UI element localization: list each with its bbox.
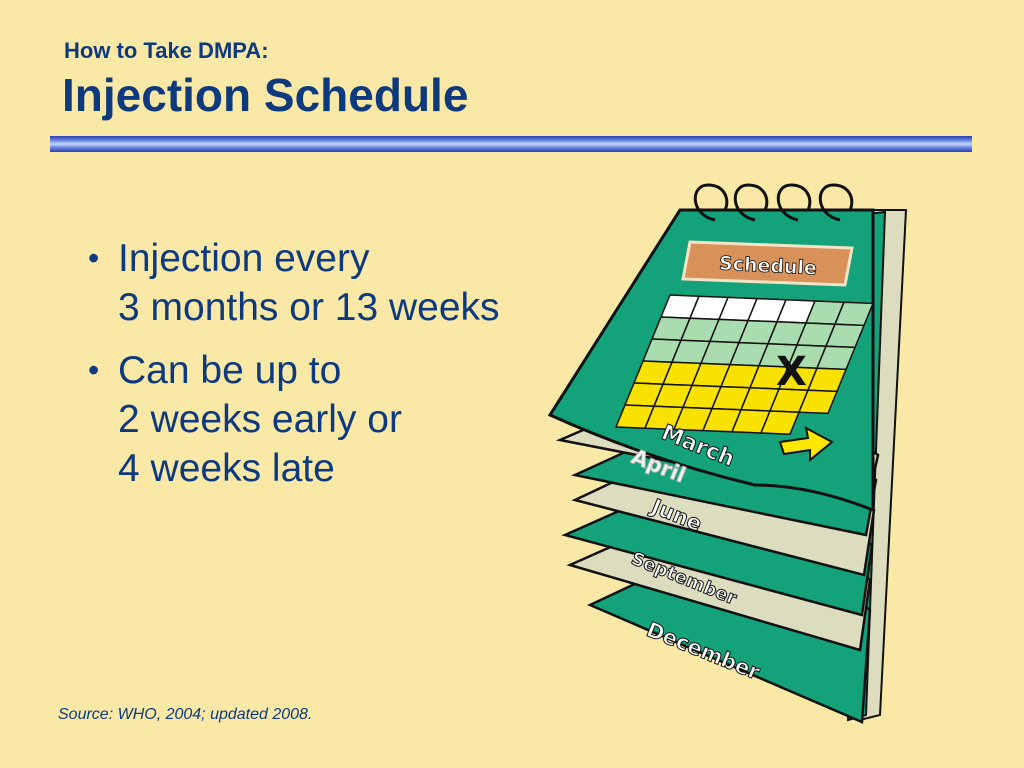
calendar-ring-icon: [693, 183, 854, 222]
calendar-header-badge: [681, 240, 854, 287]
bullet-line: Can be up to: [118, 349, 342, 392]
bullet-line: 4 weeks late: [118, 447, 335, 490]
bullet-list: • Injection every 3 months or 13 weeks •…: [88, 234, 608, 507]
bullet-line: Injection every: [118, 237, 370, 280]
calendar-day-cell: [797, 389, 839, 415]
calendar-mark-icon: X: [776, 349, 807, 395]
bullet-item-injection-interval: • Injection every 3 months or 13 weeks: [88, 234, 608, 332]
bullet-dot-icon: •: [88, 352, 100, 388]
bullet-item-timing-window: • Can be up to 2 weeks early or 4 weeks …: [88, 346, 608, 493]
title-divider: [50, 136, 972, 152]
slide-subtitle: How to Take DMPA:: [64, 38, 269, 63]
bullet-line: 2 weeks early or: [118, 398, 402, 441]
bullet-line: 3 months or 13 weeks: [118, 286, 500, 329]
calendar-arrow-icon: [778, 426, 834, 463]
slide-title: Injection Schedule: [62, 69, 469, 121]
calendar-day-cell: [759, 410, 801, 435]
bullet-dot-icon: •: [88, 240, 100, 276]
calendar-day-grid: [614, 294, 875, 435]
calendar-illustration: Schedule X March April June September De…: [547, 183, 908, 724]
source-citation: Source: WHO, 2004; updated 2008.: [58, 706, 313, 723]
